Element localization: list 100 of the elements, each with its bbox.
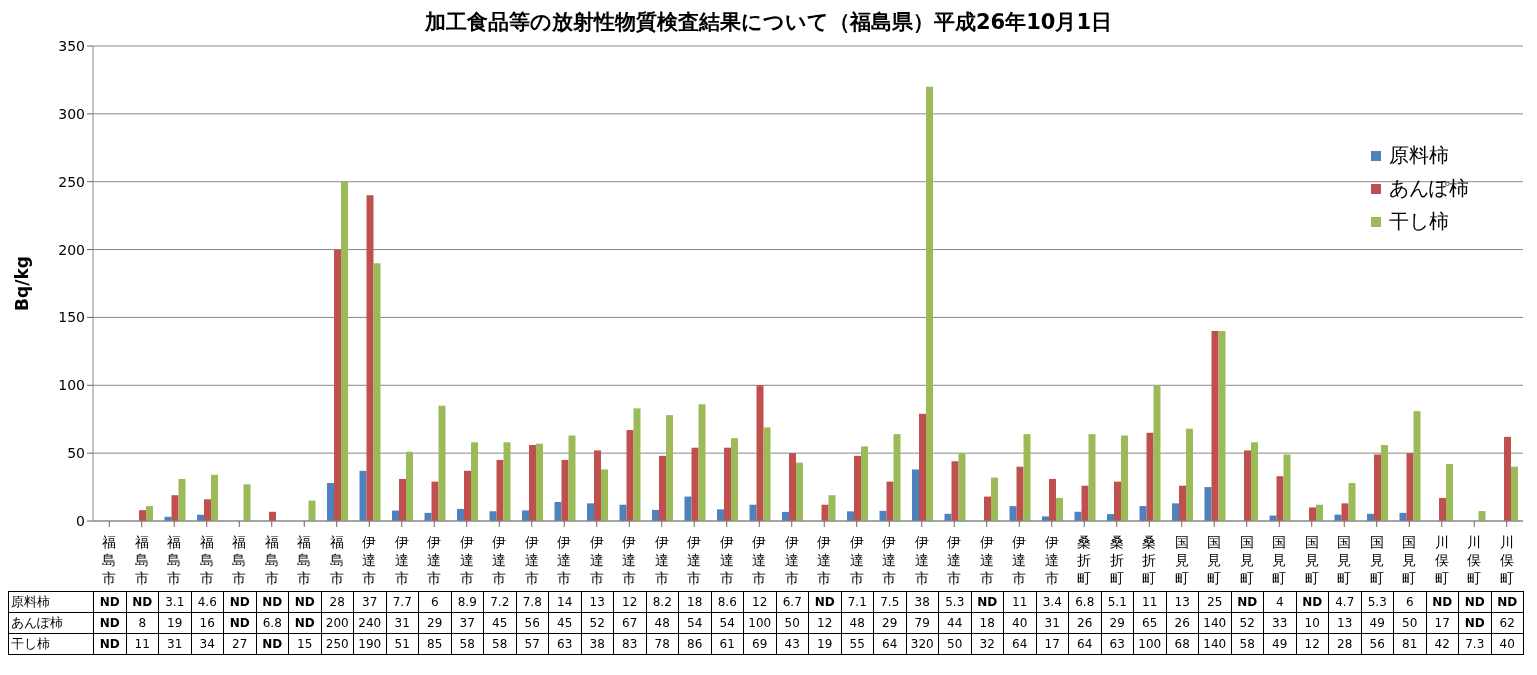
x-tick-label: 国見町 — [1369, 534, 1384, 586]
data-label: 63 — [1101, 633, 1134, 655]
data-label: 31 — [386, 612, 419, 634]
text: 原料柿 — [11, 594, 50, 609]
bar — [522, 510, 529, 521]
bar — [146, 506, 153, 521]
data-label: 18 — [971, 612, 1004, 634]
bar — [594, 450, 601, 521]
bar — [1139, 506, 1147, 521]
y-tick-label: 350 — [58, 37, 85, 54]
bar — [1153, 385, 1161, 521]
data-label: 50 — [776, 612, 809, 634]
y-tick-label: 300 — [58, 105, 85, 122]
bar — [561, 459, 569, 521]
data-label: 320 — [906, 633, 939, 655]
bar — [731, 438, 738, 521]
data-label: 31 — [1036, 612, 1069, 634]
data-label: 240 — [353, 612, 386, 634]
data-label: 200 — [321, 612, 354, 634]
x-tick-label: 国見町 — [1239, 534, 1254, 586]
data-label: 56 — [1361, 633, 1394, 655]
data-label: 63 — [548, 633, 581, 655]
text: ND — [99, 616, 120, 630]
data-label: 6 — [1393, 591, 1426, 613]
data-label: 26 — [1166, 612, 1199, 634]
bar — [991, 477, 998, 521]
bar — [1204, 487, 1212, 521]
x-tick-label: 伊達市 — [492, 534, 507, 586]
data-label: 28 — [1328, 633, 1361, 655]
bar — [1056, 497, 1063, 521]
bar — [1251, 442, 1258, 521]
data-label: 52 — [581, 612, 614, 634]
text: ND — [814, 595, 835, 609]
x-tick-label: 伊達市 — [1012, 534, 1027, 586]
bar — [496, 459, 504, 521]
data-label: 29 — [418, 612, 451, 634]
bar — [958, 453, 966, 521]
bar — [308, 500, 316, 521]
x-tick-label: 伊達市 — [362, 534, 377, 586]
data-label: 12 — [1296, 633, 1329, 655]
data-label: 8.2 — [646, 591, 679, 613]
data-label: 7.2 — [483, 591, 516, 613]
data-label: 32 — [971, 633, 1004, 655]
data-label: 62 — [1491, 612, 1524, 634]
bar — [529, 445, 536, 521]
bar — [1381, 445, 1388, 521]
text: ND — [294, 595, 315, 609]
x-tick-label: 伊達市 — [752, 534, 767, 586]
y-tick-label: 200 — [58, 241, 85, 258]
data-label: 58 — [1231, 633, 1264, 655]
text: ND — [132, 595, 153, 609]
x-tick-label: 福島市 — [134, 534, 149, 586]
bar — [1081, 485, 1089, 521]
data-label: 48 — [646, 612, 679, 634]
bar — [587, 503, 594, 521]
bar — [471, 442, 478, 521]
bar — [327, 483, 334, 521]
data-label: 44 — [938, 612, 971, 634]
data-label: 65 — [1133, 612, 1166, 634]
data-label: 85 — [418, 633, 451, 655]
bar — [1341, 503, 1349, 521]
bar — [893, 434, 901, 521]
data-label: 54 — [678, 612, 711, 634]
bar — [847, 511, 854, 521]
bar — [1283, 454, 1291, 521]
data-label: 43 — [776, 633, 809, 655]
bar — [926, 86, 933, 521]
bar — [334, 249, 341, 521]
x-tick-label: 国見町 — [1174, 534, 1189, 586]
bar — [749, 504, 757, 521]
data-label: 48 — [841, 612, 874, 634]
data-label: 49 — [1361, 612, 1394, 634]
x-tick-label: 伊達市 — [394, 534, 409, 586]
x-tick-label: 伊達市 — [654, 534, 669, 586]
data-label: 61 — [711, 633, 744, 655]
x-tick-label: 伊達市 — [719, 534, 734, 586]
x-tick-label: 伊達市 — [817, 534, 832, 586]
x-tick-label: 川俣町 — [1467, 534, 1482, 586]
x-tick-label: 福島市 — [102, 534, 117, 586]
bar — [341, 181, 348, 521]
data-label: 4.6 — [191, 591, 224, 613]
data-label: 42 — [1426, 633, 1459, 655]
x-tick-label: 福島市 — [199, 534, 214, 586]
bar — [1413, 411, 1421, 521]
data-label: 45 — [548, 612, 581, 634]
data-label: 29 — [1101, 612, 1134, 634]
bar — [854, 455, 861, 521]
bar — [1504, 436, 1511, 521]
bar — [828, 495, 836, 521]
data-label: 81 — [1393, 633, 1426, 655]
data-label: 6 — [418, 591, 451, 613]
data-label: 86 — [678, 633, 711, 655]
bar — [464, 470, 471, 521]
x-tick-label: 桑折町 — [1142, 534, 1157, 586]
data-label: 15 — [288, 633, 321, 655]
data-label: 250 — [321, 633, 354, 655]
bar — [659, 455, 666, 521]
bar — [1316, 504, 1323, 521]
text: ND — [1497, 595, 1518, 609]
bar — [366, 195, 374, 521]
